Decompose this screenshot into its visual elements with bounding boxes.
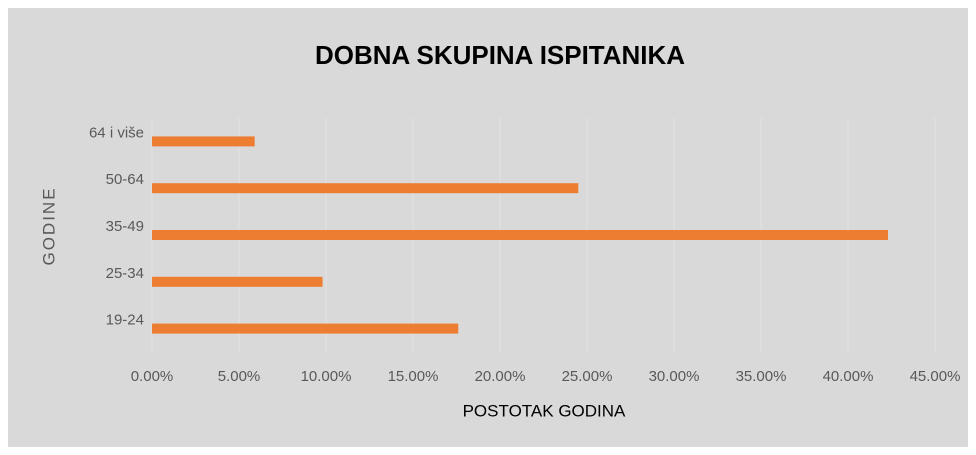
x-tick-label: 10.00% (301, 368, 352, 385)
x-tick-label: 5.00% (218, 368, 261, 385)
y-tick-label: 19-24 (106, 312, 144, 329)
x-tick-label: 45.00% (910, 368, 961, 385)
y-axis-title: GODINE (39, 186, 58, 265)
bar (152, 276, 323, 287)
x-tick-label: 30.00% (649, 368, 700, 385)
y-tick-label: 35-49 (106, 218, 144, 235)
chart-title: DOBNA SKUPINA ISPITANIKA (315, 40, 685, 70)
bar (152, 136, 255, 147)
y-tick-label: 25-34 (106, 265, 144, 282)
x-axis-title: POSTOTAK GODINA (463, 401, 626, 420)
bar (152, 230, 889, 240)
bar (152, 183, 579, 194)
x-tick-label: 15.00% (388, 368, 439, 385)
y-tick-label: 50-64 (106, 171, 144, 188)
chart-background (8, 8, 968, 447)
bar (152, 323, 459, 334)
x-tick-label: 0.00% (131, 368, 174, 385)
x-tick-label: 25.00% (562, 368, 613, 385)
x-tick-label: 40.00% (823, 368, 874, 385)
x-tick-label: 20.00% (475, 368, 526, 385)
y-tick-label: 64 i više (89, 124, 144, 141)
x-tick-label: 35.00% (736, 368, 787, 385)
